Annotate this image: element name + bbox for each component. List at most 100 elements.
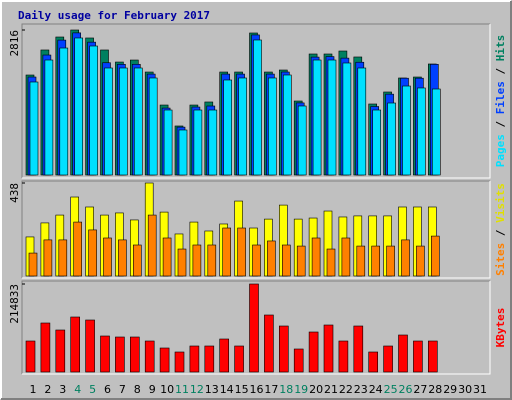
bar (178, 129, 188, 176)
bar (401, 239, 410, 277)
bar (40, 322, 51, 373)
y-tick-label: 2816 (8, 30, 21, 57)
panel-light (22, 181, 491, 279)
legend-entry: Visits (494, 183, 507, 223)
bar (264, 314, 274, 373)
bar (148, 77, 158, 176)
bar (413, 340, 423, 373)
x-tick-label: 23 (354, 383, 368, 396)
y-tick-label: 438 (8, 183, 21, 203)
bar (58, 239, 68, 277)
x-tick-label: 21 (324, 383, 338, 396)
x-tick-label: 26 (399, 383, 413, 396)
bar (85, 319, 95, 373)
x-tick-label: 18 (279, 383, 293, 396)
panel-light (22, 281, 491, 375)
bar (103, 237, 112, 277)
x-tick-label: 6 (104, 383, 111, 396)
bar (311, 237, 321, 277)
x-tick-label: 9 (149, 383, 156, 396)
x-tick-label: 1 (30, 383, 37, 396)
bar (357, 67, 367, 176)
x-tick-label: 16 (250, 383, 264, 396)
bar (431, 88, 441, 176)
x-tick-label: 20 (309, 383, 323, 396)
x-tick-label: 14 (220, 383, 234, 396)
bar (353, 325, 364, 373)
bar (89, 45, 98, 176)
bar (55, 329, 66, 373)
bar (278, 325, 289, 373)
bar (296, 245, 306, 277)
bar (223, 79, 232, 176)
x-tick-label: 11 (175, 383, 189, 396)
x-tick-label: 12 (190, 383, 204, 396)
panel-light (22, 24, 491, 179)
bar (59, 47, 69, 176)
chart-title: Daily usage for February 2017 (18, 9, 210, 22)
legend: Pages / Files / Hits (494, 35, 507, 168)
bar (29, 81, 39, 176)
x-tick-label: 3 (59, 383, 66, 396)
bar (371, 245, 381, 277)
bar (323, 324, 334, 373)
bar (267, 240, 276, 277)
bar (338, 340, 349, 373)
bar (119, 67, 128, 176)
bar (74, 37, 83, 176)
x-tick-label: 30 (458, 383, 472, 396)
bar (115, 336, 125, 373)
bar (88, 229, 97, 277)
x-tick-label: 17 (264, 383, 278, 396)
legend: Sites / Visits (494, 183, 507, 276)
y-tick-label: 214833 (8, 284, 21, 324)
bar (219, 338, 229, 373)
legend-separator: / (494, 114, 507, 134)
panel-shadow (21, 280, 490, 374)
x-tick-label: 22 (339, 383, 353, 396)
bar (268, 77, 277, 176)
bar (383, 345, 393, 373)
bar (282, 74, 292, 176)
legend: KBytes (494, 308, 507, 348)
bar (177, 248, 187, 277)
bar (427, 340, 438, 373)
bar (134, 67, 143, 176)
x-tick-label: 27 (413, 383, 427, 396)
bar (402, 85, 411, 176)
bar (416, 245, 425, 277)
x-tick-label: 13 (205, 383, 219, 396)
bar (28, 252, 38, 277)
bar (237, 227, 246, 277)
bar (238, 77, 247, 176)
bar (204, 345, 215, 373)
legend-separator: / (494, 223, 507, 243)
bar (43, 239, 53, 277)
bar (25, 340, 36, 373)
bar (133, 244, 142, 277)
panel-shadow (21, 23, 490, 178)
bar (312, 59, 322, 176)
bar (281, 244, 291, 277)
bar (417, 87, 426, 176)
x-tick-label: 29 (443, 383, 457, 396)
bar (308, 331, 319, 373)
x-tick-label: 8 (134, 383, 141, 396)
x-tick-label: 31 (473, 383, 487, 396)
x-tick-label: 7 (119, 383, 126, 396)
x-tick-label: 25 (384, 383, 398, 396)
bar (130, 336, 140, 373)
x-tick-label: 15 (235, 383, 249, 396)
bar (208, 109, 218, 176)
bar (70, 316, 80, 373)
legend-entry: Sites (494, 243, 507, 276)
bar (174, 351, 185, 373)
bar (104, 67, 113, 176)
legend-entry: Hits (494, 35, 507, 62)
bar (100, 335, 110, 373)
bar (297, 105, 307, 176)
bar (430, 235, 440, 277)
bar (73, 221, 82, 277)
